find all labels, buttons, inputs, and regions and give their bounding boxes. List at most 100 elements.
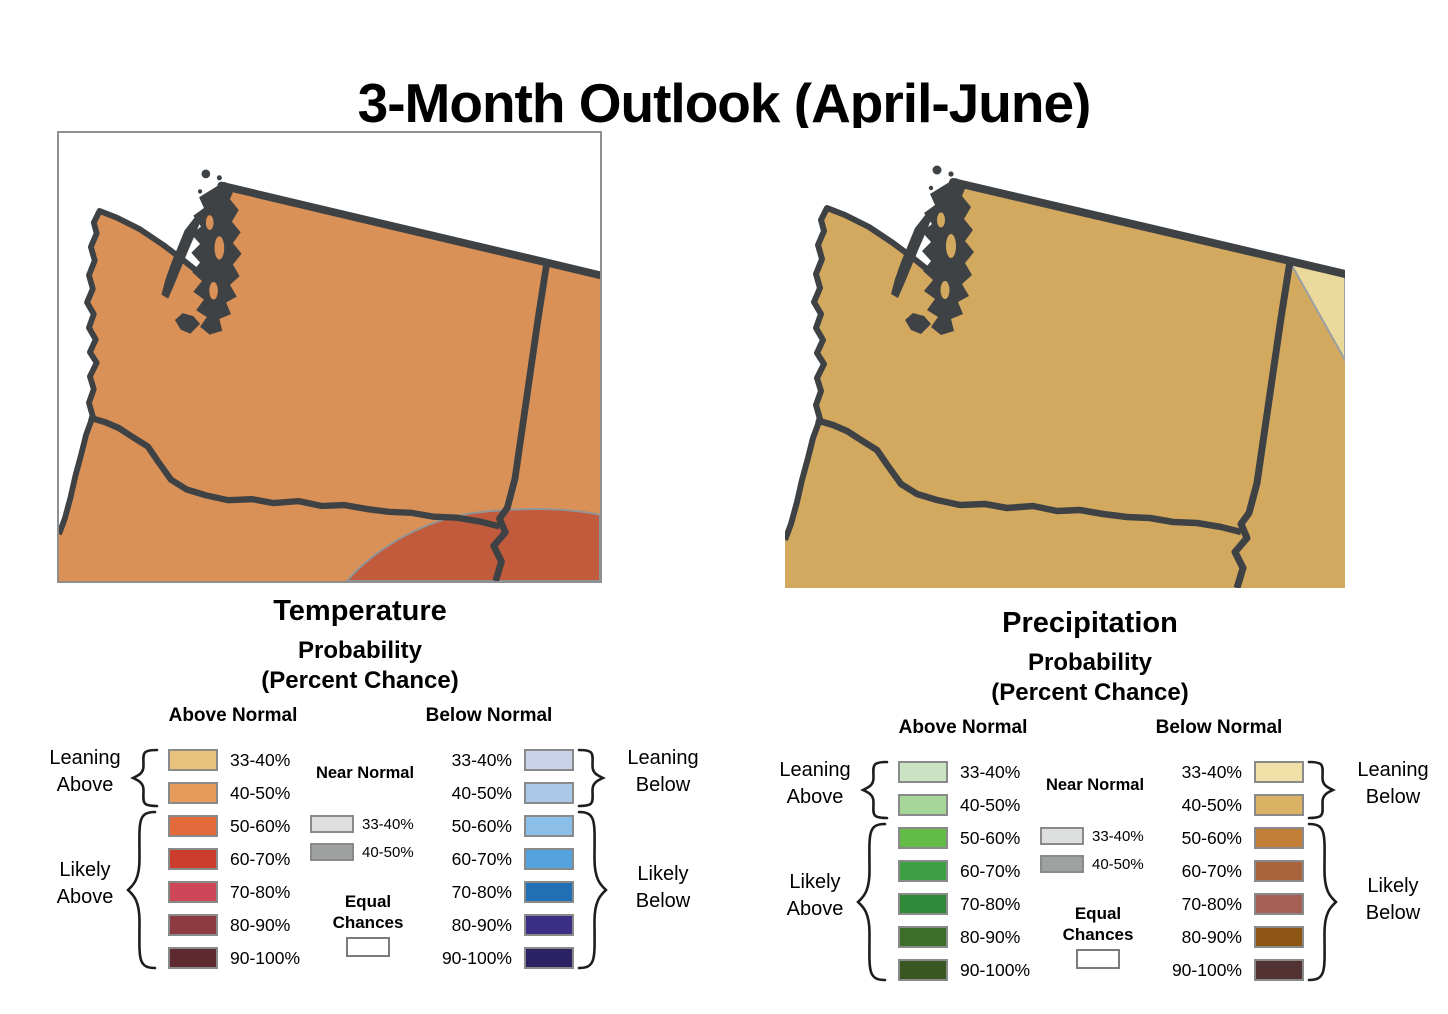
above-row: 33-40%	[168, 749, 290, 771]
leaning-below-brace	[1307, 760, 1336, 820]
leaning-above-label: Leaning Above	[49, 747, 121, 796]
canada-border-line	[217, 181, 600, 280]
above-row: 40-50%	[898, 794, 1020, 816]
precipitation-map	[785, 128, 1345, 588]
precipitation-map-svg	[785, 165, 1345, 588]
likely-below-brace	[577, 810, 608, 970]
below-swatch	[524, 815, 574, 837]
likely-above-label: Likely Above	[56, 859, 114, 908]
near-normal-swatch	[310, 815, 354, 833]
below-row: 90-100%	[1150, 959, 1304, 981]
above-swatch	[168, 947, 218, 969]
below-swatch	[1254, 893, 1304, 915]
idaho-border-line	[490, 261, 551, 581]
above-row: 60-70%	[898, 860, 1020, 882]
above-row: 80-90%	[168, 914, 290, 936]
near-normal-swatch	[1040, 827, 1084, 845]
below-normal-header: Below Normal	[425, 705, 553, 726]
likely-above-brace	[126, 810, 157, 970]
puget-sound-islands	[937, 212, 956, 299]
puget-sound-islands	[205, 215, 225, 300]
above-swatch	[168, 881, 218, 903]
above-row: 50-60%	[898, 827, 1020, 849]
above-swatch	[168, 848, 218, 870]
below-swatch	[1254, 959, 1304, 981]
probability-label: Probability	[297, 637, 423, 664]
likely-below-label: Likely Below	[635, 863, 691, 912]
above-swatch	[898, 959, 948, 981]
temperature-legend-title: Temperature	[273, 595, 447, 627]
below-row: 50-60%	[420, 815, 574, 837]
equal-chances-label: Equal Chances	[1062, 904, 1134, 945]
leaning-above-label: Leaning Above	[779, 759, 851, 808]
below-swatch	[524, 749, 574, 771]
above-normal-header: Above Normal	[168, 705, 298, 726]
above-swatch	[898, 794, 948, 816]
above-row: 80-90%	[898, 926, 1020, 948]
columbia-river-line	[815, 416, 1242, 536]
near-normal-swatch	[310, 843, 354, 861]
near-normal-label: Near Normal	[315, 764, 415, 782]
above-row: 70-80%	[898, 893, 1020, 915]
below-swatch	[1254, 761, 1304, 783]
land-region	[785, 186, 1345, 588]
below-swatch	[1254, 860, 1304, 882]
likely-above-label: Likely Above	[786, 871, 844, 920]
below-row: 60-70%	[1150, 860, 1304, 882]
precipitation-legend: Precipitation Probability (Percent Chanc…	[740, 607, 1440, 1002]
equal-chances-label: Equal Chances	[332, 892, 404, 933]
land-region	[59, 189, 600, 581]
leaning-below-brace	[577, 748, 606, 808]
above-row: 70-80%	[168, 881, 290, 903]
below-swatch	[1254, 794, 1304, 816]
above-row: 40-50%	[168, 782, 290, 804]
below-row: 60-70%	[420, 848, 574, 870]
below-row: 40-50%	[420, 782, 574, 804]
above-swatch	[898, 860, 948, 882]
accent-region	[345, 508, 600, 581]
near-normal-row: 40-50%	[310, 843, 414, 861]
below-row: 70-80%	[420, 881, 574, 903]
likely-below-brace	[1307, 822, 1338, 982]
below-row: 33-40%	[1150, 761, 1304, 783]
below-row: 40-50%	[1150, 794, 1304, 816]
below-swatch	[524, 947, 574, 969]
below-row: 50-60%	[1150, 827, 1304, 849]
near-normal-row: 33-40%	[1040, 827, 1144, 845]
below-swatch	[1254, 827, 1304, 849]
temperature-map	[57, 131, 602, 583]
columbia-river-line	[88, 414, 501, 530]
percent-chance-label: (Percent Chance)	[991, 679, 1189, 706]
coastline	[785, 205, 935, 542]
temperature-map-svg	[59, 169, 600, 581]
likely-below-label: Likely Below	[1365, 875, 1421, 924]
below-swatch	[524, 881, 574, 903]
above-row: 90-100%	[898, 959, 1030, 981]
near-normal-row: 33-40%	[310, 815, 414, 833]
below-row: 80-90%	[420, 914, 574, 936]
coastline	[59, 207, 204, 536]
below-swatch	[524, 848, 574, 870]
page-title: 3-Month Outlook (April-June)	[357, 71, 1092, 134]
near-normal-row: 40-50%	[1040, 855, 1144, 873]
equal-chances-swatch	[1076, 949, 1120, 969]
below-row: 33-40%	[420, 749, 574, 771]
below-row: 80-90%	[1150, 926, 1304, 948]
leaning-below-label: Leaning Below	[1357, 759, 1429, 808]
above-swatch	[168, 914, 218, 936]
above-row: 60-70%	[168, 848, 290, 870]
percent-chance-label: (Percent Chance)	[261, 667, 459, 694]
above-swatch	[168, 815, 218, 837]
above-row: 50-60%	[168, 815, 290, 837]
above-swatch	[168, 782, 218, 804]
above-swatch	[898, 893, 948, 915]
likely-above-brace	[856, 822, 887, 982]
below-swatch	[1254, 926, 1304, 948]
above-swatch	[898, 926, 948, 948]
puget-sound	[891, 165, 974, 335]
below-normal-header: Below Normal	[1155, 717, 1283, 738]
leaning-above-brace	[860, 760, 889, 820]
idaho-border-line	[1231, 260, 1294, 588]
above-swatch	[898, 761, 948, 783]
